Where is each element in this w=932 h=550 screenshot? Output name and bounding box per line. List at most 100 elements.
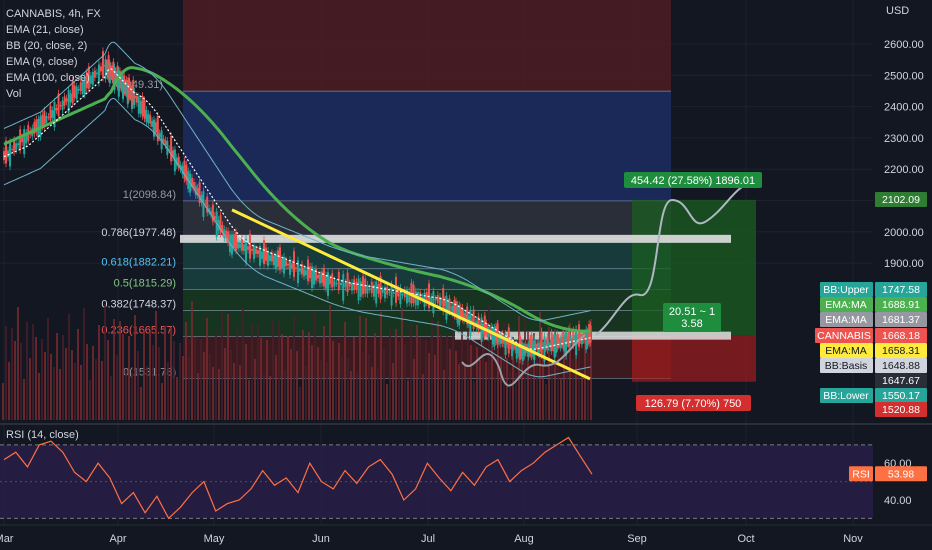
candle-body	[147, 113, 150, 124]
volume-bar	[59, 369, 61, 420]
candle-body	[434, 299, 437, 301]
volume-bar	[506, 358, 508, 420]
candle-body	[534, 344, 537, 350]
volume-bar	[287, 336, 289, 420]
volume-bar	[242, 308, 244, 420]
indicator-ema9[interactable]: EMA (9, close)	[6, 56, 78, 68]
symbol-title[interactable]: CANNABIS, 4h, FX	[6, 8, 101, 20]
ema21-line	[3, 68, 591, 350]
volume-bar	[350, 371, 352, 420]
rsi-line	[3, 436, 593, 520]
candle-body	[319, 274, 321, 284]
candle-body	[498, 334, 501, 343]
volume-bar	[425, 340, 427, 420]
candle-body	[588, 323, 591, 344]
candle-body	[113, 67, 116, 90]
volume-bar	[293, 315, 295, 420]
volume-bar	[524, 318, 526, 420]
volume-bar	[176, 377, 178, 420]
candle-body	[472, 309, 475, 329]
volume-bar	[119, 321, 121, 420]
target-box	[624, 172, 762, 188]
candle-body	[523, 346, 526, 356]
indicator-vol[interactable]: Vol	[6, 88, 22, 100]
volume-bar	[161, 383, 163, 420]
price-label-name: BB:Basis	[825, 360, 868, 372]
price-label-value: 2102.09	[882, 194, 920, 206]
volume-bar	[71, 350, 73, 420]
candle-body	[550, 332, 553, 352]
volume-bar	[449, 349, 451, 420]
candle-body	[517, 347, 520, 354]
volume-bar	[386, 384, 388, 420]
volume-bar	[578, 338, 580, 420]
candle-body	[43, 110, 46, 127]
volume-bar	[584, 340, 586, 420]
candle-body	[295, 267, 297, 269]
candle-body	[239, 243, 241, 248]
candle-body	[196, 187, 199, 195]
candle-body	[145, 109, 148, 123]
volume-bar	[131, 372, 133, 420]
candle-body	[67, 90, 70, 113]
volume-bar	[224, 348, 226, 420]
volume-bar	[221, 312, 223, 420]
volume-bar	[110, 376, 112, 420]
volume-bar	[212, 367, 214, 420]
candle-body	[177, 156, 180, 168]
candle-body	[333, 280, 336, 287]
candle-body	[576, 337, 579, 341]
candle-body	[143, 100, 146, 119]
time-tick-apr: Apr	[109, 533, 126, 545]
stop-label: 126.79 (7.70%) 750	[645, 398, 742, 410]
candle-body	[440, 301, 443, 303]
price-label-value: 1648.88	[882, 360, 920, 372]
rsi-title[interactable]: RSI (14, close)	[6, 429, 79, 441]
candle-body	[557, 337, 560, 346]
candle-body	[467, 315, 470, 324]
volume-bar	[317, 347, 319, 420]
candle-body	[63, 96, 66, 106]
candle-body	[208, 208, 211, 212]
volume-bar	[185, 322, 187, 420]
candle-body	[35, 119, 38, 133]
candle-body	[91, 72, 94, 85]
candle-body	[583, 333, 586, 340]
candle-body	[357, 278, 360, 301]
candle-body	[204, 203, 207, 205]
volume-bar	[41, 339, 43, 420]
volume-bar	[104, 304, 106, 420]
candle-body	[95, 72, 98, 75]
price-tick: 2000.00	[884, 227, 924, 239]
indicator-ema21[interactable]: EMA (21, close)	[6, 24, 84, 36]
candle-body	[128, 77, 130, 99]
candle-body	[340, 282, 342, 286]
price-label-value-box	[875, 328, 927, 343]
price-label-value-box	[875, 343, 927, 358]
candle-body	[321, 271, 323, 283]
candle-body	[57, 93, 60, 117]
candle-body	[249, 233, 251, 259]
candle-body	[397, 288, 400, 297]
volume-bar	[239, 365, 241, 420]
indicator-bb[interactable]: BB (20, close, 2)	[6, 40, 88, 52]
candle-body	[172, 150, 174, 158]
candle-body	[368, 288, 371, 290]
projection-path	[595, 182, 753, 336]
candle-body	[3, 151, 5, 161]
indicator-ema100[interactable]: EMA (100, close)	[6, 72, 90, 84]
volume-bar	[155, 311, 157, 420]
candle-body	[542, 345, 545, 347]
candle-body	[133, 91, 136, 105]
volume-bar	[320, 360, 322, 420]
candle-body	[459, 307, 462, 318]
price-label-value-box	[875, 373, 927, 388]
candle-body	[170, 136, 173, 162]
volume-bar	[515, 373, 517, 420]
volume-bar	[137, 351, 139, 420]
rsi-value-box	[875, 466, 927, 482]
candle-body	[425, 291, 428, 303]
volume-bar	[305, 366, 307, 420]
candle-body	[257, 250, 259, 254]
stop-box	[636, 395, 751, 411]
